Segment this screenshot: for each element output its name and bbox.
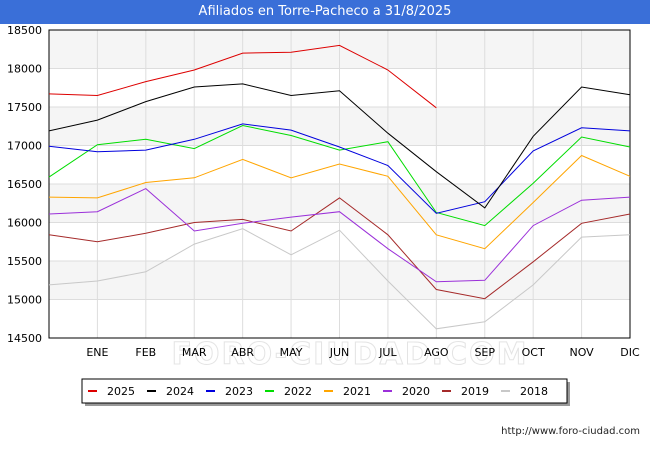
x-tick-label: AGO: [424, 346, 449, 359]
y-tick-label: 18500: [7, 24, 42, 37]
series-line-2022: [48, 124, 631, 227]
legend: 2025 2024 2023 2022 2021 2020 2019 2018: [81, 378, 570, 406]
series-line-2020: [48, 188, 631, 283]
series-line-2021: [48, 154, 631, 250]
x-tick-label: FEB: [135, 346, 156, 359]
series-line-2023: [48, 123, 631, 214]
x-tick-label: DIC: [620, 346, 640, 359]
watermark-text: FORO-CIUDAD.COM: [172, 337, 529, 372]
x-tick-label: OCT: [522, 346, 545, 359]
legend-label-2025: 2025: [107, 385, 135, 398]
plot-frame: [48, 29, 631, 339]
y-tick-label: 16500: [7, 178, 42, 191]
y-tick-label: 17000: [7, 140, 42, 153]
x-axis-tick-labels: ENE FEB MAR ABR MAY JUN JUL AGO SEP OCT NOV DIC: [86, 346, 640, 359]
chart-title: Afiliados en Torre-Pacheco a 31/8/2025: [0, 0, 650, 24]
legend-label-2019: 2019: [461, 385, 489, 398]
legend-items: 2025 2024 2023 2022 2021 2020 2019 2018: [88, 385, 548, 398]
series-lines: [48, 44, 631, 330]
x-tick-label: JUL: [378, 346, 397, 359]
y-tick-label: 15500: [7, 255, 42, 268]
y-tick-label: 15000: [7, 294, 42, 307]
legend-label-2024: 2024: [166, 385, 194, 398]
legend-label-2022: 2022: [284, 385, 312, 398]
y-tick-label: 14500: [7, 332, 42, 345]
x-tick-label: MAY: [280, 346, 303, 359]
source-url: http://www.foro-ciudad.com: [501, 426, 640, 437]
x-tick-label: ABR: [231, 346, 254, 359]
legend-label-2023: 2023: [225, 385, 253, 398]
x-tick-label: SEP: [474, 346, 495, 359]
legend-label-2021: 2021: [343, 385, 371, 398]
legend-label-2020: 2020: [402, 385, 430, 398]
series-line-2018: [48, 228, 631, 330]
y-tick-label: 16000: [7, 217, 42, 230]
y-tick-label: 17500: [7, 101, 42, 114]
y-axis-tick-labels: 14500 15000 15500 16000 16500 17000 17500 18000…: [7, 24, 42, 345]
x-tick-label: MAR: [182, 346, 207, 359]
x-tick-label: ENE: [86, 346, 108, 359]
series-line-2025: [48, 44, 437, 109]
series-line-2024: [48, 83, 631, 209]
x-tick-label: JUN: [329, 346, 350, 359]
x-tick-label: NOV: [569, 346, 594, 359]
y-tick-label: 18000: [7, 63, 42, 76]
series-line-2019: [48, 197, 631, 300]
legend-label-2018: 2018: [520, 385, 548, 398]
